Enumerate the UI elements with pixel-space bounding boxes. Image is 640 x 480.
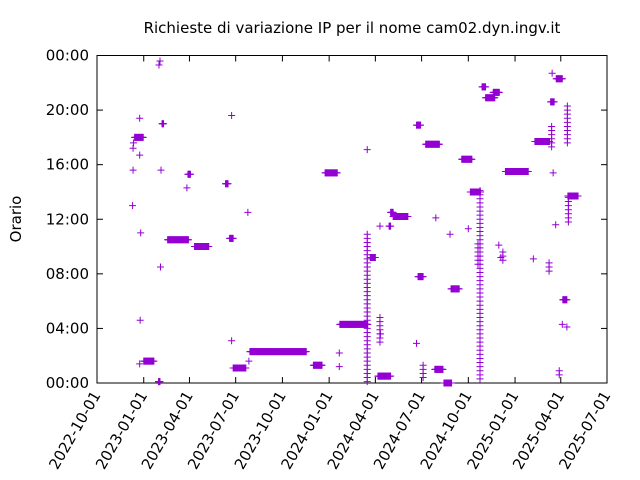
data-point bbox=[228, 337, 236, 345]
data-point bbox=[137, 229, 145, 237]
data-point bbox=[129, 166, 137, 174]
data-point bbox=[482, 83, 490, 91]
data-point bbox=[468, 155, 476, 163]
data-point bbox=[318, 361, 326, 369]
data-point bbox=[156, 263, 164, 271]
data-point bbox=[136, 151, 144, 159]
data-point bbox=[563, 102, 571, 110]
data-point bbox=[136, 114, 144, 122]
data-point bbox=[150, 357, 158, 365]
data-point bbox=[529, 255, 537, 263]
data-point bbox=[205, 243, 213, 251]
data-point bbox=[371, 253, 379, 261]
y-tick-labels: 00:00 04:00 08:00 12:00 16:00 20:00 00:00 bbox=[46, 47, 89, 393]
data-point bbox=[302, 348, 310, 356]
data-point bbox=[129, 202, 137, 210]
data-point bbox=[549, 169, 557, 177]
data-point bbox=[552, 221, 560, 229]
data-point bbox=[558, 320, 566, 328]
data-point bbox=[333, 169, 341, 177]
data-point bbox=[419, 361, 427, 369]
data-point bbox=[564, 193, 572, 201]
data-point bbox=[245, 357, 253, 365]
data-point bbox=[228, 112, 236, 120]
data-point bbox=[139, 133, 147, 141]
data-point bbox=[499, 248, 507, 256]
data-point bbox=[363, 146, 371, 154]
axis-ticks bbox=[96, 55, 608, 384]
chart-title: Richieste di variazione IP per il nome c… bbox=[144, 19, 561, 37]
data-point bbox=[548, 122, 556, 130]
data-point bbox=[555, 367, 563, 375]
data-point bbox=[455, 285, 463, 293]
data-point bbox=[129, 144, 137, 152]
data-point bbox=[224, 180, 232, 188]
data-point bbox=[376, 222, 384, 230]
x-tick-labels: 2022-10-012023-01-012023-04-012023-07-01… bbox=[45, 388, 614, 473]
data-point bbox=[404, 213, 412, 221]
y-tick-label: 04:00 bbox=[46, 319, 89, 337]
data-point bbox=[335, 363, 343, 371]
plot-frame bbox=[96, 55, 608, 384]
data-point bbox=[242, 364, 250, 372]
data-point bbox=[186, 170, 194, 178]
data-point bbox=[476, 187, 484, 195]
data-point bbox=[244, 208, 252, 216]
data-point bbox=[574, 192, 582, 200]
data-point bbox=[387, 372, 395, 380]
y-axis-label: Orario bbox=[7, 196, 25, 243]
data-point bbox=[184, 236, 192, 244]
data-point bbox=[495, 241, 503, 249]
data-point bbox=[156, 57, 164, 65]
data-point bbox=[376, 314, 384, 321]
data-point bbox=[524, 167, 532, 175]
data-point bbox=[136, 360, 144, 368]
data-points bbox=[129, 57, 582, 387]
data-point bbox=[558, 75, 566, 83]
data-point bbox=[545, 259, 553, 267]
y-tick-label: 08:00 bbox=[46, 265, 89, 283]
data-point bbox=[160, 120, 168, 128]
data-point bbox=[550, 98, 558, 106]
data-point bbox=[464, 225, 472, 233]
data-point bbox=[229, 234, 237, 242]
data-point bbox=[363, 230, 371, 238]
data-point bbox=[548, 69, 556, 77]
data-point bbox=[563, 296, 571, 304]
data-point bbox=[448, 379, 456, 387]
y-tick-label: 12:00 bbox=[46, 210, 89, 228]
y-tick-label: 16:00 bbox=[46, 156, 89, 174]
data-point bbox=[435, 140, 443, 148]
data-point bbox=[413, 339, 421, 347]
data-point bbox=[474, 240, 482, 248]
data-point bbox=[157, 166, 165, 174]
data-point bbox=[446, 230, 454, 238]
y-tick-label: 00:00 bbox=[46, 47, 89, 65]
data-point bbox=[335, 349, 343, 357]
y-tick-label: 00:00 bbox=[46, 374, 89, 392]
data-point bbox=[155, 61, 163, 69]
data-point bbox=[419, 273, 427, 281]
y-tick-label: 20:00 bbox=[46, 101, 89, 119]
data-point bbox=[563, 323, 571, 331]
data-point bbox=[439, 365, 447, 373]
data-point bbox=[417, 121, 425, 129]
data-point bbox=[156, 378, 164, 386]
data-point bbox=[495, 88, 503, 96]
data-point bbox=[183, 184, 191, 192]
data-point bbox=[136, 316, 144, 324]
data-point bbox=[130, 139, 138, 147]
data-point bbox=[387, 222, 395, 230]
data-point bbox=[432, 214, 440, 222]
